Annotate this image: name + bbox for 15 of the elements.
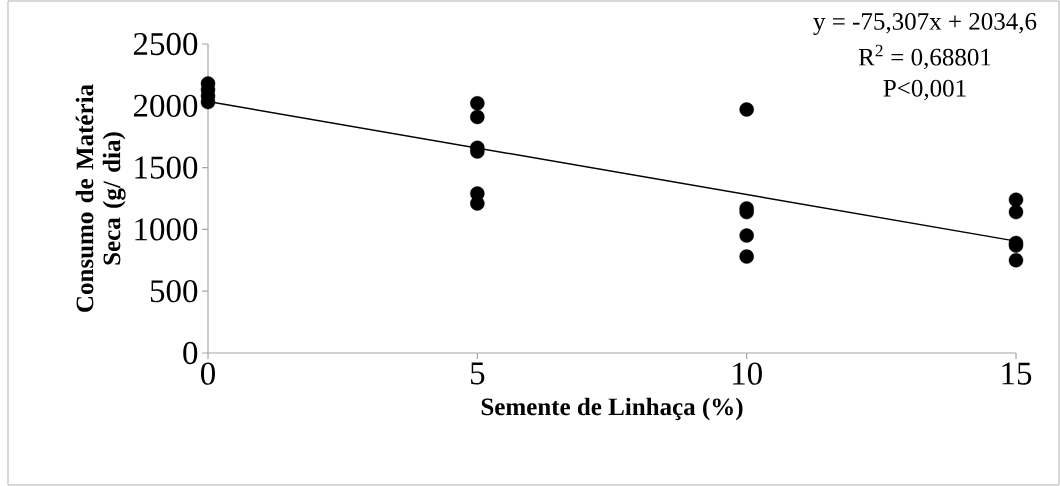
y-tick-label: 2500: [133, 32, 198, 56]
y-axis-title: Consumo de Matéria Seca (g/ dia): [75, 84, 126, 312]
annotation: R$^{2}$ = 0,68801: [858, 44, 991, 70]
x-tick-label: 15: [1002, 362, 1032, 385]
text: y = -75,307x + 2034,6: [813, 12, 1037, 35]
y-tick-label: 2000: [133, 94, 198, 117]
x-tick-label: 10: [733, 362, 762, 385]
annotation: P<0,001: [883, 79, 966, 101]
x-tick-label: 0: [201, 362, 215, 385]
y-tick-label: 0: [183, 341, 198, 365]
y-tick-label: 500: [150, 280, 198, 303]
x-axis-title: Semente de Linhaça (%): [481, 397, 743, 421]
x-tick-label: 5: [471, 362, 485, 385]
y-tick-label: 1500: [135, 156, 198, 179]
y-tick-label: 1000: [135, 218, 198, 241]
